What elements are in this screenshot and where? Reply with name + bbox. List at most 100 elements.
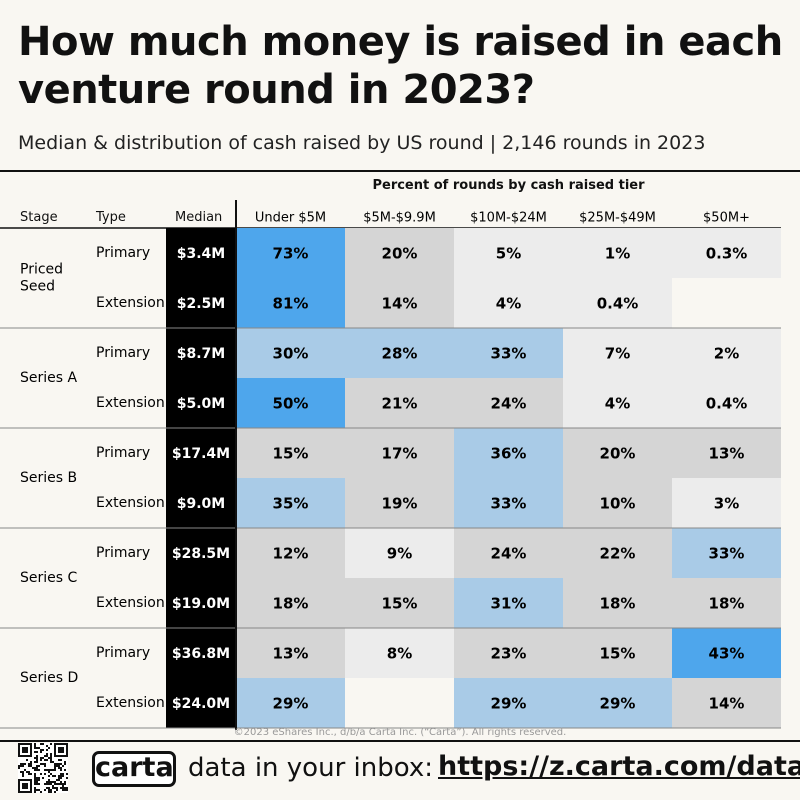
cell-value: 21% (382, 395, 418, 413)
median-cell (166, 328, 236, 378)
cell-value: 29% (600, 695, 636, 713)
heat-cell (236, 378, 345, 428)
stage-label: Series B (20, 470, 77, 486)
cell-value: 35% (273, 495, 309, 513)
qr-module (40, 757, 42, 759)
qr-module (38, 747, 40, 749)
qr-module (34, 743, 36, 745)
cell-value: 22% (600, 545, 636, 563)
qr-module (34, 745, 36, 747)
qr-module (58, 777, 60, 779)
row-type-label: Primary (96, 545, 150, 561)
qr-module (58, 765, 60, 767)
median-cell (166, 628, 236, 678)
cell-value: 23% (491, 645, 527, 663)
qr-module (50, 761, 52, 763)
qr-module (36, 767, 38, 769)
median-value: $3.4M (177, 246, 225, 262)
qr-module (38, 769, 40, 771)
heat-cell (236, 328, 345, 378)
chart-subtitle: Median & distribution of cash raised by … (18, 132, 706, 154)
qr-module (62, 783, 64, 785)
row-type-label: Extension (96, 595, 165, 611)
qr-module (34, 751, 36, 753)
qr-module (44, 773, 46, 775)
qr-module (56, 765, 58, 767)
qr-module (64, 763, 66, 765)
qr-module (40, 759, 42, 761)
cell-value: 13% (709, 445, 745, 463)
row-type-label: Extension (96, 495, 165, 511)
footer-link[interactable]: https://z.carta.com/data (438, 751, 800, 782)
cell-value: 33% (491, 345, 527, 363)
qr-module (42, 777, 44, 779)
qr-module (36, 789, 38, 791)
qr-module (46, 759, 48, 761)
qr-module (38, 765, 40, 767)
qr-module (42, 763, 44, 765)
median-cell (166, 228, 236, 278)
cell-value: 0.4% (706, 395, 748, 413)
median-value: $17.4M (172, 446, 230, 462)
heat-cell (563, 528, 672, 578)
qr-module (40, 773, 42, 775)
stage-label: Priced (20, 262, 63, 278)
qr-module (50, 781, 52, 783)
qr-module (50, 753, 52, 755)
qr-module (48, 783, 50, 785)
heat-cell (454, 328, 563, 378)
qr-finder (58, 747, 64, 753)
cell-value: 13% (273, 645, 309, 663)
qr-module (62, 773, 64, 775)
qr-module (48, 787, 50, 789)
qr-module (62, 765, 64, 767)
heat-cell (236, 528, 345, 578)
qr-module (60, 781, 62, 783)
cell-value: 0.4% (597, 295, 639, 313)
heat-cell (345, 628, 454, 678)
row-type-label: Primary (96, 345, 150, 361)
row-type-label: Primary (96, 645, 150, 661)
heat-cell (563, 428, 672, 478)
cell-value: 0.3% (706, 245, 748, 263)
col-header-stage: Stage (20, 210, 58, 225)
qr-module (26, 759, 28, 761)
qr-module (50, 743, 52, 745)
qr-module (34, 787, 36, 789)
heat-cell (454, 228, 563, 278)
qr-module (34, 777, 36, 779)
heat-cell (345, 278, 454, 328)
heat-cell (563, 278, 672, 328)
qr-module (28, 773, 30, 775)
qr-module (58, 779, 60, 781)
qr-module (64, 783, 66, 785)
cell-value: 15% (273, 445, 309, 463)
qr-module (34, 757, 36, 759)
heat-cell (672, 478, 781, 528)
copyright-notice: ©2023 eShares Inc., d/b/a Carta Inc. (“C… (233, 727, 567, 738)
qr-module (64, 761, 66, 763)
heat-cell (563, 478, 672, 528)
footer-divider (0, 740, 800, 742)
stage-label: Series D (20, 670, 78, 686)
cell-value: 1% (605, 245, 630, 263)
heat-cell (672, 628, 781, 678)
chart-title: How much money is raised in each venture… (18, 19, 783, 113)
qr-module (54, 763, 56, 765)
qr-module (54, 781, 56, 783)
qr-module (56, 779, 58, 781)
tier-label: $5M-$9.9M (363, 211, 436, 226)
row-type-label: Primary (96, 445, 150, 461)
qr-module (62, 789, 64, 791)
qr-module (40, 751, 42, 753)
cell-value: 73% (273, 245, 309, 263)
qr-code[interactable] (18, 743, 68, 793)
qr-module (54, 791, 56, 793)
cell-value: 7% (605, 345, 630, 363)
qr-module (48, 789, 50, 791)
heat-cell (563, 328, 672, 378)
qr-module (50, 755, 52, 757)
qr-module (28, 763, 30, 765)
qr-module (36, 755, 38, 757)
